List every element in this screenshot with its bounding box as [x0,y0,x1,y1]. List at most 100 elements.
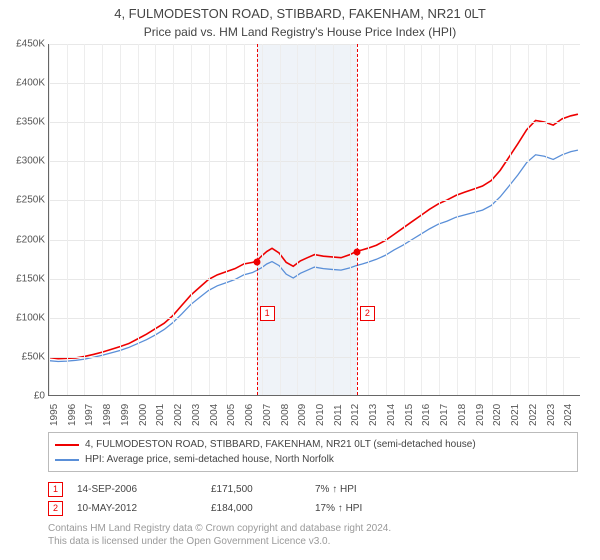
legend-label: HPI: Average price, semi-detached house,… [85,452,334,467]
transaction-dot [253,258,260,265]
y-axis-label: £400K [5,78,45,89]
legend: 4, FULMODESTON ROAD, STIBBARD, FAKENHAM,… [48,432,578,472]
y-axis-label: £0 [5,391,45,402]
marker-id-box: 2 [360,306,375,321]
x-gridline [209,44,210,395]
x-gridline [528,44,529,395]
x-axis-label: 2008 [280,404,291,426]
x-gridline [510,44,511,395]
x-gridline [173,44,174,395]
x-axis-label: 2024 [563,404,574,426]
x-axis-label: 1999 [120,404,131,426]
x-axis-label: 2020 [492,404,503,426]
x-axis-label: 2015 [404,404,415,426]
transaction-hpi-delta: 7% ↑ HPI [315,480,405,499]
y-axis-label: £150K [5,273,45,284]
x-axis-label: 2010 [315,404,326,426]
legend-label: 4, FULMODESTON ROAD, STIBBARD, FAKENHAM,… [85,437,476,452]
legend-swatch [55,459,79,461]
x-axis-label: 2023 [546,404,557,426]
x-axis-label: 1998 [102,404,113,426]
x-gridline [120,44,121,395]
x-axis-label: 2001 [155,404,166,426]
transaction-price: £171,500 [211,480,301,499]
legend-swatch [55,444,79,446]
chart-container: 4, FULMODESTON ROAD, STIBBARD, FAKENHAM,… [0,0,600,560]
x-gridline [280,44,281,395]
transaction-price: £184,000 [211,499,301,518]
x-gridline [492,44,493,395]
x-axis-label: 2005 [226,404,237,426]
x-axis-label: 2022 [528,404,539,426]
x-axis-label: 1996 [67,404,78,426]
x-gridline [49,44,50,395]
y-axis-label: £250K [5,195,45,206]
chart-title: 4, FULMODESTON ROAD, STIBBARD, FAKENHAM,… [0,0,600,23]
x-gridline [226,44,227,395]
x-gridline [386,44,387,395]
transaction-marker-id: 1 [48,482,63,497]
x-gridline [404,44,405,395]
x-axis-label: 2004 [209,404,220,426]
x-gridline [191,44,192,395]
x-axis-label: 2006 [244,404,255,426]
x-axis-label: 2002 [173,404,184,426]
x-axis-label: 2011 [333,404,344,426]
plot-area: £0£50K£100K£150K£200K£250K£300K£350K£400… [48,44,580,396]
x-gridline [155,44,156,395]
transaction-row: 2 10-MAY-2012 £184,000 17% ↑ HPI [48,499,578,518]
marker-line [257,44,258,395]
x-gridline [244,44,245,395]
y-axis-label: £350K [5,117,45,128]
marker-line [357,44,358,395]
x-axis-label: 2012 [350,404,361,426]
footer-attribution: Contains HM Land Registry data © Crown c… [48,522,391,548]
footer-line: Contains HM Land Registry data © Crown c… [48,522,391,535]
x-gridline [67,44,68,395]
x-axis-label: 2019 [475,404,486,426]
x-gridline [333,44,334,395]
transaction-date: 10-MAY-2012 [77,499,197,518]
x-gridline [262,44,263,395]
legend-row: HPI: Average price, semi-detached house,… [55,452,571,467]
x-axis-label: 2014 [386,404,397,426]
transaction-hpi-delta: 17% ↑ HPI [315,499,405,518]
x-gridline [138,44,139,395]
x-axis-label: 2009 [297,404,308,426]
x-gridline [439,44,440,395]
chart-subtitle: Price paid vs. HM Land Registry's House … [0,23,600,39]
y-axis-label: £200K [5,234,45,245]
x-gridline [297,44,298,395]
transaction-table: 1 14-SEP-2006 £171,500 7% ↑ HPI 2 10-MAY-2012… [48,480,578,518]
x-gridline [102,44,103,395]
transaction-marker-id: 2 [48,501,63,516]
x-gridline [421,44,422,395]
footer-line: This data is licensed under the Open Gov… [48,535,391,548]
x-axis-label: 2003 [191,404,202,426]
transaction-date: 14-SEP-2006 [77,480,197,499]
transaction-dot [353,249,360,256]
x-axis-label: 1995 [49,404,60,426]
x-axis-label: 2021 [510,404,521,426]
y-axis-label: £300K [5,156,45,167]
x-axis-label: 2007 [262,404,273,426]
x-gridline [315,44,316,395]
x-gridline [368,44,369,395]
x-gridline [563,44,564,395]
x-axis-label: 2000 [138,404,149,426]
x-gridline [457,44,458,395]
series-line [49,114,578,359]
legend-row: 4, FULMODESTON ROAD, STIBBARD, FAKENHAM,… [55,437,571,452]
x-gridline [350,44,351,395]
marker-id-box: 1 [260,306,275,321]
x-gridline [546,44,547,395]
x-axis-label: 2017 [439,404,450,426]
x-axis-label: 1997 [84,404,95,426]
x-axis-label: 2016 [421,404,432,426]
y-axis-label: £100K [5,312,45,323]
y-axis-label: £450K [5,39,45,50]
y-axis-label: £50K [5,351,45,362]
transaction-row: 1 14-SEP-2006 £171,500 7% ↑ HPI [48,480,578,499]
x-gridline [84,44,85,395]
x-axis-label: 2013 [368,404,379,426]
